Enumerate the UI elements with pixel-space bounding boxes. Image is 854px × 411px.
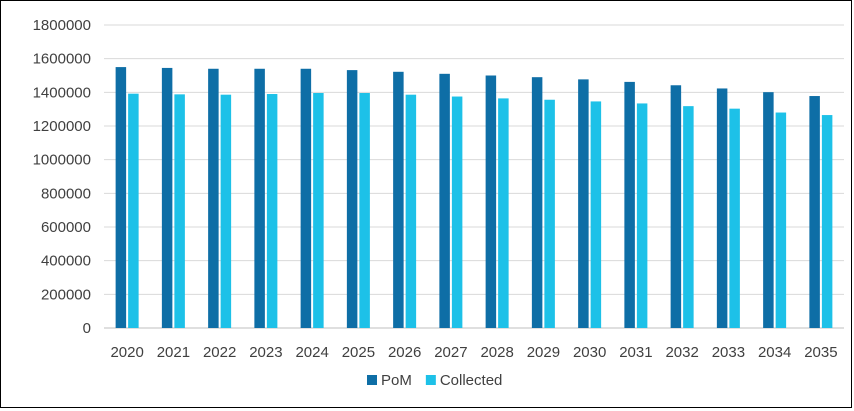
bar-collected-2030 [590, 101, 602, 328]
x-tick-label: 2024 [295, 344, 328, 361]
bar-collected-2023 [266, 94, 278, 329]
bar-pom-2035 [809, 96, 820, 328]
bar-collected-2021 [174, 94, 185, 328]
x-tick-label: 2033 [712, 344, 745, 361]
y-tick-label: 1800000 [33, 17, 91, 34]
bar-pom-2030 [578, 79, 589, 328]
x-tick-label: 2028 [480, 344, 513, 361]
x-axis: 2020 2021 2022 2023 2024 2025 2026 2027 2028 2029… [110, 344, 837, 361]
x-tick-label: 2022 [203, 344, 236, 361]
bar-collected-2031 [636, 103, 648, 329]
bar-collected-2035 [821, 115, 833, 328]
bar-pom-2027 [439, 73, 450, 328]
legend-swatch-collected [425, 375, 436, 385]
bar-collected-2032 [683, 106, 694, 329]
bar-collected-2033 [729, 108, 740, 328]
bar-collected-2025 [359, 93, 370, 328]
bar-pom-2021 [161, 67, 173, 329]
bar-pom-2024 [300, 68, 312, 329]
bar-collected-2027 [451, 96, 463, 329]
bar-pom-2034 [763, 92, 774, 328]
x-tick-label: 2031 [619, 344, 652, 361]
bar-pom-2032 [670, 85, 682, 328]
y-tick-label: 600000 [41, 219, 91, 236]
x-tick-label: 2032 [665, 344, 698, 361]
bar-collected-2022 [220, 94, 232, 328]
y-axis: 0 200000 400000 600000 800000 1000000 1200000 1… [33, 17, 91, 337]
legend-label-collected: Collected [440, 372, 503, 389]
x-tick-label: 2020 [110, 344, 143, 361]
y-tick-label: 1600000 [33, 51, 91, 68]
y-tick-label: 200000 [41, 286, 91, 303]
y-tick-label: 0 [83, 320, 91, 337]
bar-collected-2020 [128, 93, 139, 329]
bar-pom-2031 [624, 81, 635, 328]
bar-pom-2020 [115, 67, 127, 328]
bar-collected-2034 [775, 112, 787, 329]
y-tick-label: 1200000 [33, 118, 91, 135]
bar-collected-2024 [313, 93, 324, 328]
x-tick-label: 2025 [342, 344, 375, 361]
x-tick-label: 2027 [434, 344, 467, 361]
y-tick-label: 1400000 [33, 84, 91, 101]
x-tick-label: 2023 [249, 344, 282, 361]
bar-pom-2033 [716, 88, 728, 328]
bars [115, 67, 833, 329]
x-tick-label: 2021 [157, 344, 190, 361]
bar-pom-2029 [531, 77, 543, 328]
bar-collected-2026 [405, 94, 417, 328]
bar-pom-2023 [254, 68, 265, 329]
x-tick-label: 2034 [758, 344, 791, 361]
y-tick-label: 400000 [41, 253, 91, 270]
legend-label-pom: PoM [381, 372, 412, 389]
x-tick-label: 2026 [388, 344, 421, 361]
y-tick-label: 1000000 [33, 152, 91, 169]
x-tick-label: 2030 [573, 344, 606, 361]
bar-pom-2022 [208, 68, 219, 329]
bar-pom-2026 [393, 71, 404, 329]
bar-collected-2028 [498, 98, 509, 328]
legend: PoM Collected [367, 372, 502, 389]
y-tick-label: 800000 [41, 185, 91, 202]
x-tick-label: 2029 [527, 344, 560, 361]
bar-pom-2028 [485, 75, 497, 328]
bar-collected-2029 [544, 99, 555, 329]
legend-swatch-pom [367, 375, 377, 385]
bar-pom-2025 [346, 70, 358, 328]
x-tick-label: 2035 [804, 344, 837, 361]
